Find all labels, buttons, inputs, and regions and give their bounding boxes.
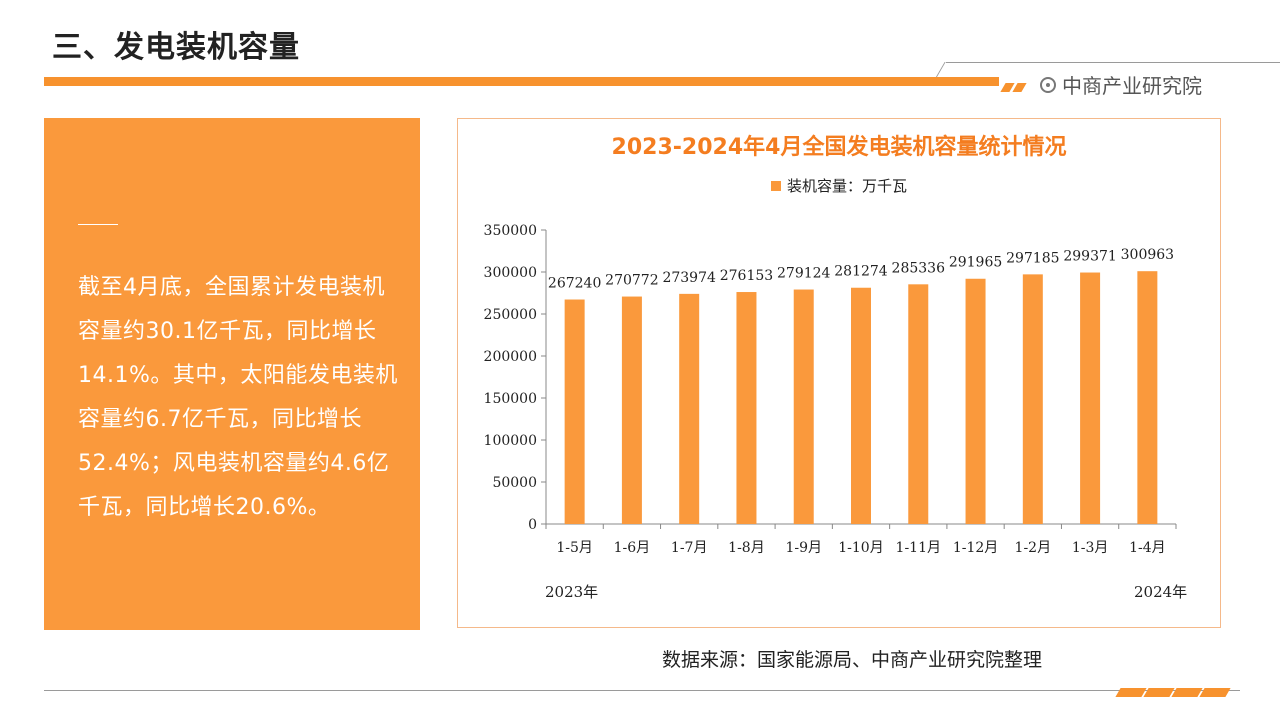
y-tick-label: 200000	[484, 349, 537, 365]
bar	[1080, 272, 1101, 524]
y-tick-label: 250000	[484, 307, 537, 323]
chart-panel: 2023-2024年4月全国发电装机容量统计情况 装机容量：万千瓦 0 50000…	[457, 118, 1221, 628]
bar	[965, 278, 986, 524]
y-tick-label: 300000	[484, 265, 537, 281]
title-divider-slant	[935, 62, 946, 78]
stripe-decoration	[1199, 688, 1231, 697]
y-tick-label: 350000	[484, 223, 537, 239]
brand-logo: 中商产业研究院	[1040, 70, 1202, 99]
bar	[621, 296, 642, 524]
target-icon	[1040, 76, 1056, 93]
data-label: 297185	[1006, 250, 1059, 266]
stripe-decoration	[1012, 83, 1027, 92]
x-tick-label: 1-10月	[838, 540, 883, 556]
summary-text: 截至4月底，全国累计发电装机容量约30.1亿千瓦，同比增长14.1%。其中，太阳…	[78, 275, 398, 520]
data-label: 281274	[834, 264, 888, 280]
brand-stripes	[1000, 77, 1027, 96]
bar-chart: 0 50000 100000 150000 200000 250000 300000 3500…	[484, 223, 1177, 556]
y-tick-label: 100000	[484, 433, 537, 449]
chart-legend: 装机容量：万千瓦	[458, 175, 1220, 196]
bar	[908, 284, 929, 524]
x-tick-label: 1-2月	[1015, 540, 1052, 556]
bar	[1137, 271, 1158, 524]
data-source: 数据来源：国家能源局、中商产业研究院整理	[662, 649, 1043, 671]
page-title: 三、发电装机容量	[52, 30, 300, 65]
y-tick-label: 150000	[484, 391, 537, 407]
x-tick-label: 1-7月	[671, 540, 708, 556]
chart-title: 2023-2024年4月全国发电装机容量统计情况	[611, 135, 1067, 160]
data-label: 299371	[1063, 249, 1116, 265]
data-label: 285336	[892, 260, 946, 276]
x-tick-label: 1-12月	[953, 540, 998, 556]
bar	[564, 299, 585, 524]
year-label-end: 2024年	[1134, 583, 1188, 601]
data-label: 276153	[720, 268, 773, 284]
brand-name: 中商产业研究院	[1062, 74, 1202, 98]
y-tick-label: 50000	[492, 475, 537, 491]
stripe-decoration	[1171, 688, 1203, 697]
stripe-decoration	[1143, 688, 1175, 697]
bar	[851, 287, 871, 524]
title-divider-line	[946, 62, 1280, 63]
x-tick-label: 1-3月	[1072, 540, 1109, 556]
data-label: 300963	[1121, 247, 1174, 263]
legend-label: 装机容量：万千瓦	[786, 177, 907, 195]
year-label-start: 2023年	[545, 583, 599, 601]
y-tick-label: 0	[528, 517, 537, 533]
x-tick-label: 1-6月	[614, 540, 651, 556]
bar	[736, 292, 757, 524]
legend-swatch	[770, 180, 781, 191]
bar	[679, 293, 700, 524]
footer-line	[44, 690, 1240, 691]
data-label: 273974	[662, 270, 716, 286]
bar	[793, 289, 814, 524]
title-accent-bar	[44, 77, 999, 86]
x-tick-label: 1-5月	[556, 540, 593, 556]
footer-stripes	[1115, 682, 1231, 701]
x-tick-label: 1-8月	[728, 540, 765, 556]
summary-divider	[78, 224, 118, 225]
data-label: 291965	[949, 255, 1002, 271]
x-tick-label: 1-9月	[785, 540, 822, 556]
x-tick-label: 1-4月	[1129, 540, 1166, 556]
stripe-decoration	[1115, 688, 1147, 697]
bar	[1022, 274, 1043, 524]
data-label: 279124	[777, 266, 831, 282]
summary-panel: 截至4月底，全国累计发电装机容量约30.1亿千瓦，同比增长14.1%。其中，太阳…	[44, 118, 420, 630]
data-label: 270772	[605, 273, 658, 289]
x-tick-label: 1-11月	[896, 540, 941, 556]
data-label: 267240	[548, 276, 601, 292]
